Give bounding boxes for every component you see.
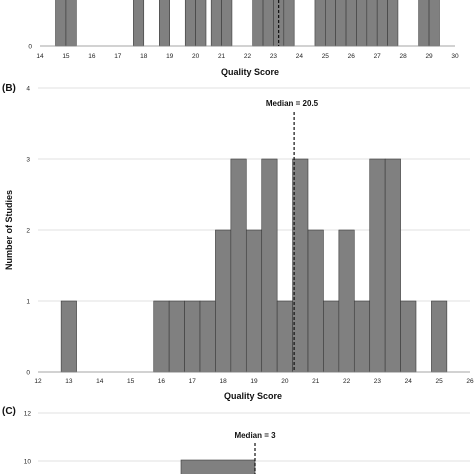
panel-b-bar-16 xyxy=(384,158,401,373)
panel-b-bar-18 xyxy=(431,300,448,373)
panel-b-bar-7 xyxy=(245,229,263,373)
panel-b-bar-17 xyxy=(400,300,417,373)
panel-b-y-tick-labels: 0 1 2 3 4 xyxy=(26,86,30,377)
panel-b-bar-3 xyxy=(184,300,201,373)
panel-b-x-tick-19: 19 xyxy=(250,378,258,385)
panel-b-x-tick-labels: 12 13 14 15 16 17 18 19 20 21 22 23 24 25 26 xyxy=(34,378,474,385)
panel-a-x-tick-24: 24 xyxy=(296,53,304,60)
panel-b-x-axis-title: Quality Score xyxy=(224,391,282,401)
panel-a-x-tick-23: 23 xyxy=(270,53,278,60)
panel-a-x-tick-20: 20 xyxy=(192,53,200,60)
panel-a-bar-13 xyxy=(325,0,336,47)
panel-a-bar-5 xyxy=(195,0,207,47)
panel-a-x-tick-22: 22 xyxy=(244,53,252,60)
panel-b-bar-5 xyxy=(215,229,232,373)
panel-a-bar-17 xyxy=(366,0,378,47)
panel-b-y-tick-0: 0 xyxy=(26,370,30,377)
panel-b-label: (B) xyxy=(2,83,16,94)
panel-b-x-tick-15: 15 xyxy=(127,378,135,385)
panel-a-bar-20 xyxy=(418,0,430,47)
panel-a-bar-0 xyxy=(55,0,67,47)
panel-b-x-tick-12: 12 xyxy=(34,378,42,385)
panel-c-label: (C) xyxy=(2,406,16,417)
panel-b-bar-11 xyxy=(307,229,324,373)
panel-b-bar-9 xyxy=(276,300,293,373)
panel-a-x-tick-14: 14 xyxy=(36,53,44,60)
panel-a-x-tick-19: 19 xyxy=(166,53,174,60)
panel-b-bar-4 xyxy=(199,300,216,373)
panel-c: (C) 12 10 Median = 3 xyxy=(2,406,470,474)
panel-b-x-tick-25: 25 xyxy=(436,378,444,385)
panel-a-x-tick-27: 27 xyxy=(374,53,382,60)
panel-a-bar-19 xyxy=(387,0,399,47)
panel-b-x-tick-14: 14 xyxy=(96,378,104,385)
panel-b-bar-13 xyxy=(338,229,355,373)
panel-a-x-tick-16: 16 xyxy=(88,53,96,60)
panel-a-bar-8 xyxy=(252,0,264,47)
panel-a-bar-16 xyxy=(356,0,368,47)
panel-b-bar-14 xyxy=(353,300,371,373)
panel-a-x-tick-25: 25 xyxy=(322,53,330,60)
panel-a: 0 14 15 16 17 18 19 20 21 22 23 24 25 26 27 28 29 30 Qua… xyxy=(28,0,459,77)
panel-b-x-tick-17: 17 xyxy=(189,378,197,385)
panel-b-bar-8 xyxy=(261,158,278,373)
panel-c-median-label: Median = 3 xyxy=(234,431,276,440)
panel-a-bar-3 xyxy=(159,0,170,47)
panel-b-bars xyxy=(60,158,448,373)
panel-a-bars xyxy=(55,0,440,47)
panel-c-y-tick-12: 12 xyxy=(24,411,32,418)
panel-b-y-tick-4: 4 xyxy=(26,86,30,93)
panel-b-x-tick-13: 13 xyxy=(65,378,73,385)
panel-a-bar-14 xyxy=(335,0,347,47)
panel-a-x-tick-17: 17 xyxy=(114,53,122,60)
panel-b-bar-0 xyxy=(60,300,77,373)
panel-a-bar-9 xyxy=(262,0,274,47)
panel-b-y-tick-2: 2 xyxy=(26,228,30,235)
panel-a-x-tick-15: 15 xyxy=(62,53,70,60)
panel-b-bar-15 xyxy=(369,158,386,373)
panel-a-bar-15 xyxy=(345,0,357,47)
panel-b-bar-2 xyxy=(168,300,185,373)
panel-b-x-tick-20: 20 xyxy=(281,378,289,385)
panel-a-bar-2 xyxy=(133,0,145,47)
panel-a-x-tick-18: 18 xyxy=(140,53,148,60)
panel-a-x-axis-title: Quality Score xyxy=(221,67,279,77)
panel-a-bar-11 xyxy=(283,0,295,47)
panel-b-bar-1 xyxy=(153,300,170,373)
panel-a-x-tick-21: 21 xyxy=(218,53,226,60)
panel-a-x-tick-29: 29 xyxy=(425,53,433,60)
panel-a-bar-4 xyxy=(184,0,196,47)
panel-a-x-tick-labels: 14 15 16 17 18 19 20 21 22 23 24 25 26 27 28 29 30 xyxy=(36,53,459,60)
panel-a-x-tick-26: 26 xyxy=(348,53,356,60)
panel-a-y-tick-label: 0 xyxy=(28,44,32,51)
panel-a-bar-1 xyxy=(65,0,77,47)
panel-b-bar-10 xyxy=(292,158,309,373)
panel-a-bar-21 xyxy=(428,0,440,47)
panel-b-x-tick-21: 21 xyxy=(312,378,320,385)
panel-c-y-tick-10: 10 xyxy=(24,459,32,466)
panel-b-y-axis-title: Number of Studies xyxy=(4,190,14,270)
panel-a-x-tick-28: 28 xyxy=(400,53,408,60)
panel-a-bar-18 xyxy=(376,0,388,47)
panel-c-bar xyxy=(180,459,256,474)
panel-b-x-tick-26: 26 xyxy=(466,378,474,385)
panel-a-x-tick-30: 30 xyxy=(451,53,459,60)
panel-b-x-tick-23: 23 xyxy=(374,378,382,385)
panel-b-x-tick-18: 18 xyxy=(220,378,228,385)
panel-b-x-tick-22: 22 xyxy=(343,378,351,385)
panel-a-bar-7 xyxy=(221,0,233,47)
panel-b-y-tick-1: 1 xyxy=(26,299,30,306)
panel-b-x-tick-24: 24 xyxy=(405,378,413,385)
panel-a-bar-12 xyxy=(314,0,326,47)
panel-a-bar-6 xyxy=(210,0,222,47)
panel-b-median-label: Median = 20.5 xyxy=(266,99,319,108)
panel-b-x-tick-16: 16 xyxy=(158,378,166,385)
panel-b-bar-6 xyxy=(230,158,247,373)
panel-b-bar-12 xyxy=(323,300,340,373)
panel-b-y-tick-3: 3 xyxy=(26,157,30,164)
